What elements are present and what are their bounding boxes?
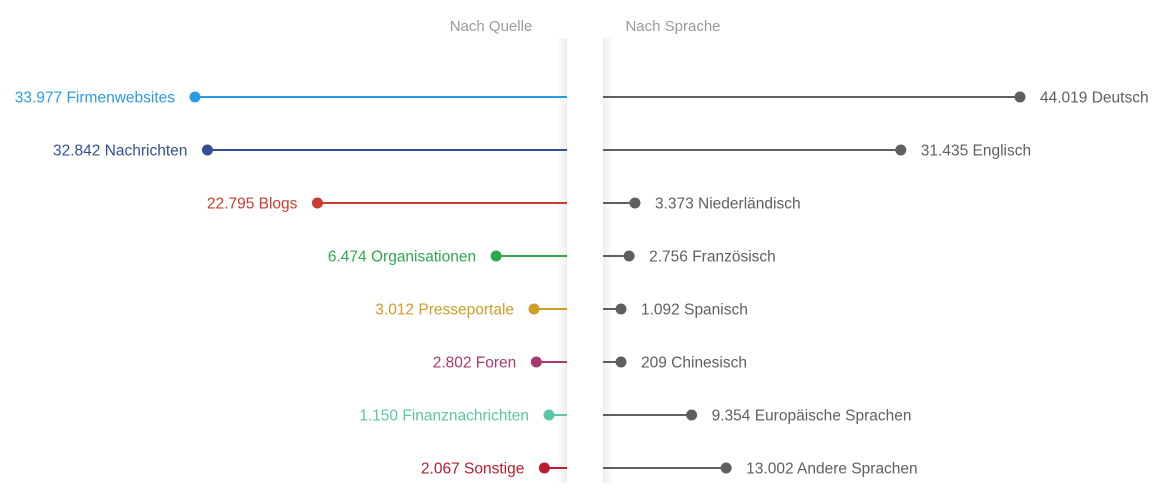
label-chinesisch: 209 Chinesisch: [641, 355, 747, 372]
category-foren: Foren: [472, 355, 517, 372]
category-franz-sisch: Französisch: [688, 249, 776, 266]
category-sonstige: Sonstige: [460, 461, 525, 478]
label-europ-ische-sprachen: 9.354 Europäische Sprachen: [712, 408, 912, 425]
category-englisch: Englisch: [968, 143, 1031, 160]
dot-nachrichten: [201, 144, 213, 156]
category-chinesisch: Chinesisch: [667, 355, 747, 372]
dot-andere-sprachen: [720, 462, 732, 474]
category-finanznachrichten: Finanznachrichten: [398, 408, 529, 425]
label-spanisch: 1.092 Spanisch: [641, 302, 748, 319]
category-blogs: Blogs: [254, 196, 297, 213]
category-andere-sprachen: Andere Sprachen: [794, 461, 918, 478]
value-niederl-ndisch: 3.373: [655, 196, 694, 213]
category-firmenwebsites: Firmenwebsites: [62, 90, 175, 107]
category-europ-ische-sprachen: Europäische Sprachen: [750, 408, 911, 425]
value-englisch: 31.435: [921, 143, 968, 160]
category-spanisch: Spanisch: [680, 302, 748, 319]
value-blogs: 22.795: [207, 196, 254, 213]
category-deutsch: Deutsch: [1087, 90, 1148, 107]
value-presseportale: 3.012: [375, 302, 414, 319]
value-firmenwebsites: 33.977: [15, 90, 62, 107]
source-series: 33.977 Firmenwebsites 32.842 Nachrichten 2…: [15, 90, 567, 478]
dot-deutsch: [1014, 91, 1026, 103]
value-chinesisch: 209: [641, 355, 667, 372]
dot-blogs: [311, 197, 323, 209]
label-presseportale: 3.012 Presseportale: [375, 302, 514, 319]
dot-firmenwebsites: [189, 91, 201, 103]
dot-chinesisch: [615, 356, 627, 368]
header-nach-quelle: Nach Quelle: [450, 18, 533, 35]
value-franz-sisch: 2.756: [649, 249, 688, 266]
label-andere-sprachen: 13.002 Andere Sprachen: [746, 461, 918, 478]
label-sonstige: 2.067 Sonstige: [421, 461, 524, 478]
center-divider-shadow-right: [603, 38, 613, 483]
label-deutsch: 44.019 Deutsch: [1040, 90, 1149, 107]
label-franz-sisch: 2.756 Französisch: [649, 249, 776, 266]
dot-franz-sisch: [623, 250, 635, 262]
dot-europ-ische-sprachen: [686, 409, 698, 421]
label-firmenwebsites: 33.977 Firmenwebsites: [15, 90, 176, 107]
value-nachrichten: 32.842: [53, 143, 100, 160]
category-niederl-ndisch: Niederländisch: [694, 196, 801, 213]
label-finanznachrichten: 1.150 Finanznachrichten: [359, 408, 529, 425]
header-nach-sprache: Nach Sprache: [625, 18, 720, 35]
label-organisationen: 6.474 Organisationen: [328, 249, 476, 266]
label-foren: 2.802 Foren: [433, 355, 517, 372]
category-nachrichten: Nachrichten: [100, 143, 187, 160]
label-englisch: 31.435 Englisch: [921, 143, 1031, 160]
label-blogs: 22.795 Blogs: [207, 196, 298, 213]
category-organisationen: Organisationen: [367, 249, 476, 266]
label-niederl-ndisch: 3.373 Niederländisch: [655, 196, 801, 213]
label-nachrichten: 32.842 Nachrichten: [53, 143, 187, 160]
dot-organisationen: [490, 250, 502, 262]
dot-presseportale: [528, 303, 540, 315]
value-organisationen: 6.474: [328, 249, 367, 266]
value-andere-sprachen: 13.002: [746, 461, 793, 478]
value-spanisch: 1.092: [641, 302, 680, 319]
value-foren: 2.802: [433, 355, 472, 372]
language-series: 44.019 Deutsch 31.435 Englisch 3.373 Niede…: [603, 90, 1149, 478]
dot-finanznachrichten: [543, 409, 555, 421]
dot-foren: [530, 356, 542, 368]
value-europ-ische-sprachen: 9.354: [712, 408, 751, 425]
dot-spanisch: [615, 303, 627, 315]
dot-englisch: [895, 144, 907, 156]
value-finanznachrichten: 1.150: [359, 408, 398, 425]
value-deutsch: 44.019: [1040, 90, 1087, 107]
value-sonstige: 2.067: [421, 461, 460, 478]
center-divider-shadow-left: [557, 38, 567, 483]
category-presseportale: Presseportale: [414, 302, 514, 319]
dot-niederl-ndisch: [629, 197, 641, 209]
dot-sonstige: [538, 462, 550, 474]
